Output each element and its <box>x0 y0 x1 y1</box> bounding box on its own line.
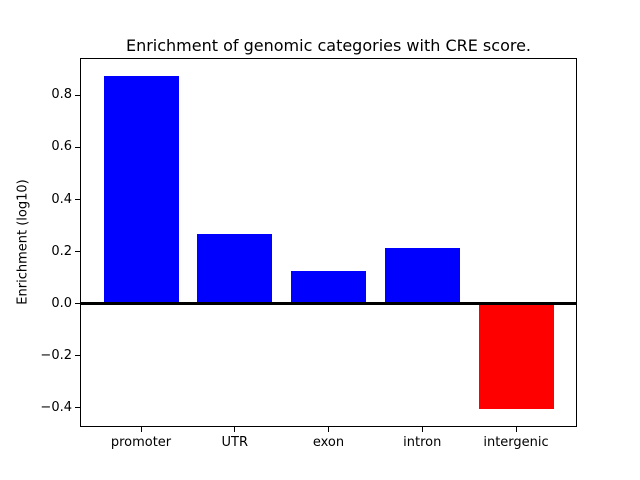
y-tick-mark <box>75 355 80 357</box>
y-tick-label: 0.2 <box>51 243 72 259</box>
y-tick-mark <box>75 199 80 201</box>
y-tick-label: 0.6 <box>51 139 72 155</box>
y-tick-mark <box>75 94 80 96</box>
x-tick-mark <box>234 427 236 432</box>
y-tick-mark <box>75 146 80 148</box>
x-tick-label-intron: intron <box>403 435 442 450</box>
y-tick-mark <box>75 251 80 253</box>
zero-axhline <box>81 302 576 306</box>
y-axis-label: Enrichment (log10) <box>15 179 31 305</box>
x-tick-label-exon: exon <box>312 435 345 450</box>
plot-area: 0.8 0.6 0.4 0.2 0.0 −0.2 −0.4 promoter UTR exon in… <box>40 58 577 450</box>
chart-title: Enrichment of genomic categories with CR… <box>125 36 532 55</box>
x-tick-label-promoter: promoter <box>110 435 172 450</box>
y-tick-label: 0.8 <box>51 87 72 103</box>
y-tick-mark <box>75 303 80 305</box>
x-tick-label-intergenic: intergenic <box>483 435 549 450</box>
x-tick-mark <box>328 427 329 432</box>
bar-exon <box>291 270 366 304</box>
bar-UTR <box>197 233 273 304</box>
y-tick-mark <box>75 407 80 409</box>
bar-promoter <box>103 75 179 304</box>
x-tick-label-UTR: UTR <box>221 435 249 450</box>
y-tick-label: 0.4 <box>51 191 72 207</box>
y-tick-label: −0.2 <box>40 347 72 363</box>
y-tick-label: 0.0 <box>51 295 72 311</box>
y-tick-label: −0.4 <box>40 399 72 415</box>
x-tick-mark <box>421 427 423 432</box>
x-tick-mark <box>515 427 517 432</box>
x-tick-mark <box>140 427 142 432</box>
bar-intron <box>384 247 460 304</box>
bar-intergenic <box>478 303 554 410</box>
